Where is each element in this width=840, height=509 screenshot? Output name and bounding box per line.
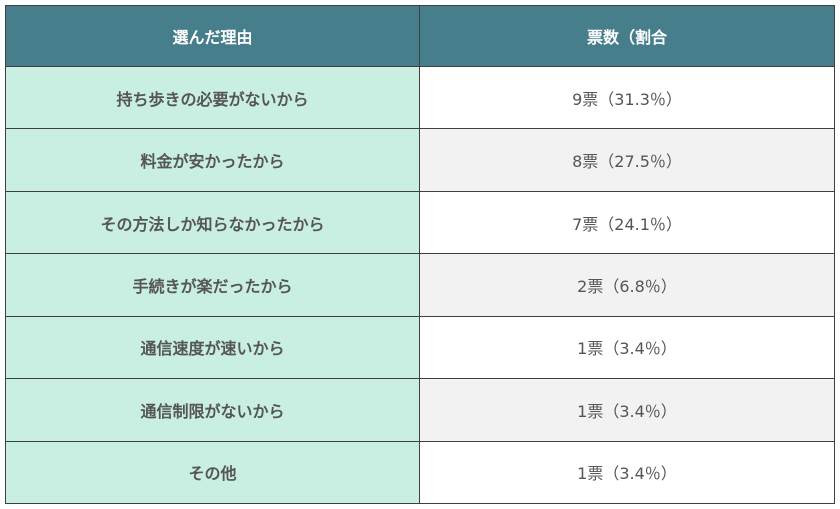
- reason-cell: 通信速度が速いから: [5, 315, 420, 380]
- reason-cell: その他: [5, 440, 420, 505]
- table-row: 通信速度が速いから 1票（3.4％）: [5, 315, 835, 380]
- reason-cell: 手続きが楽だったから: [5, 253, 420, 317]
- votes-cell: 2票（6.8％）: [419, 253, 835, 317]
- votes-cell: 8票（27.5％）: [419, 128, 835, 192]
- table-header-row: 選んだ理由 票数（割合: [5, 5, 835, 67]
- votes-cell: 7票（24.1％）: [419, 190, 835, 255]
- survey-results-table: 選んだ理由 票数（割合 持ち歩きの必要がないから 9票（31.3％） 料金が安か…: [5, 5, 835, 505]
- table-row: 持ち歩きの必要がないから 9票（31.3％）: [5, 65, 835, 130]
- reason-cell: その方法しか知らなかったから: [5, 190, 420, 255]
- reason-cell: 料金が安かったから: [5, 128, 420, 192]
- header-votes: 票数（割合: [419, 5, 835, 67]
- table-row: 通信制限がないから 1票（3.4％）: [5, 378, 835, 442]
- table-row: その他 1票（3.4％）: [5, 440, 835, 505]
- table-row: 料金が安かったから 8票（27.5％）: [5, 128, 835, 192]
- votes-cell: 1票（3.4％）: [419, 378, 835, 442]
- votes-cell: 1票（3.4％）: [419, 440, 835, 505]
- reason-cell: 通信制限がないから: [5, 378, 420, 442]
- votes-cell: 9票（31.3％）: [419, 65, 835, 130]
- votes-cell: 1票（3.4％）: [419, 315, 835, 380]
- table-row: その方法しか知らなかったから 7票（24.1％）: [5, 190, 835, 255]
- header-reason: 選んだ理由: [5, 5, 420, 67]
- survey-table-container: 選んだ理由 票数（割合 持ち歩きの必要がないから 9票（31.3％） 料金が安か…: [5, 5, 835, 505]
- reason-cell: 持ち歩きの必要がないから: [5, 65, 420, 130]
- table-row: 手続きが楽だったから 2票（6.8％）: [5, 253, 835, 317]
